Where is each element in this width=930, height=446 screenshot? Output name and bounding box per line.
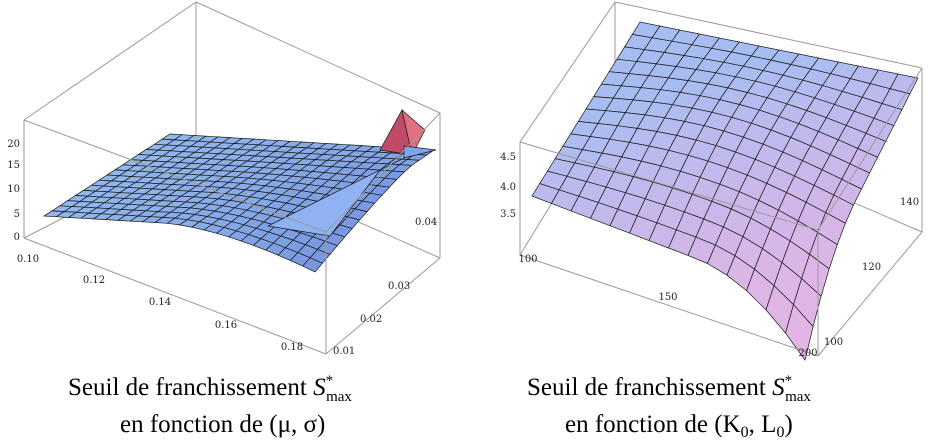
chart1-x-tick-1: 0.12	[83, 275, 105, 286]
chart1-z-tick-1: 5	[14, 209, 20, 220]
chart1-fold-plane	[266, 149, 421, 237]
chart-mu-sigma: 0 5 10 15 20 0.10 0.12 0.14 0.16 0.18 0.01 0.02 0.03…	[7, 1, 441, 357]
caption-right-line1: Seuil de franchissement S* max	[527, 373, 811, 405]
chart2-z-tick-2: 4.5	[500, 152, 516, 163]
chart1-box-front	[23, 112, 441, 355]
chart1-surface-cell	[302, 257, 323, 273]
chart1-y-tick-3: 0.04	[415, 217, 437, 228]
chart1-x-tick-4: 0.18	[281, 342, 303, 353]
chart1-x-tick-2: 0.14	[149, 297, 171, 308]
chart1-z-tick-3: 15	[7, 160, 20, 171]
chart2-x-tick-1: 150	[658, 292, 677, 303]
chart1-x-tick-3: 0.16	[215, 320, 237, 331]
chart-k0-l0: 3.5 4.0 4.5 100 150 200 100 120 140	[500, 1, 923, 361]
chart2-y-tick-0: 100	[824, 337, 843, 348]
chart1-z-tick-2: 10	[7, 184, 20, 195]
caption-right-line2: en fonction de (K0, L0)	[565, 411, 793, 441]
chart2-tick-labels: 3.5 4.0 4.5 100 150 200 100 120 140	[500, 152, 919, 359]
chart2-z-tick-1: 4.0	[500, 182, 516, 193]
chart1-y-tick-1: 0.02	[360, 314, 382, 325]
chart1-z-tick-0: 0	[14, 232, 20, 243]
chart1-y-tick-0: 0.01	[333, 346, 355, 357]
chart1-y-tick-2: 0.03	[388, 281, 410, 292]
chart1-peak-right	[401, 109, 426, 157]
chart1-z-tick-4: 20	[7, 139, 20, 150]
chart2-surface-cell	[785, 303, 814, 361]
chart2-y-tick-2: 140	[900, 197, 919, 208]
chart2-surface	[531, 21, 919, 361]
caption-right: Seuil de franchissement S* max en fonctio…	[527, 373, 811, 441]
chart1-x-tick-0: 0.10	[17, 254, 39, 265]
chart2-x-tick-0: 100	[518, 254, 537, 265]
caption-left-line2: en fonction de (μ, σ)	[120, 411, 325, 438]
chart2-x-tick-2: 200	[798, 348, 817, 359]
chart1-tick-labels: 0 5 10 15 20 0.10 0.12 0.14 0.16 0.18 0.01 0.02 0.03…	[7, 139, 437, 357]
chart1-peak-tail	[403, 145, 437, 159]
chart1-surface	[42, 109, 437, 273]
chart2-y-tick-1: 120	[862, 262, 881, 273]
caption-left-line1: Seuil de franchissement S* max	[68, 373, 352, 405]
caption-left: Seuil de franchissement S* max en fonctio…	[68, 373, 352, 438]
chart2-z-tick-0: 3.5	[500, 209, 516, 220]
chart2-box-front	[519, 67, 923, 357]
